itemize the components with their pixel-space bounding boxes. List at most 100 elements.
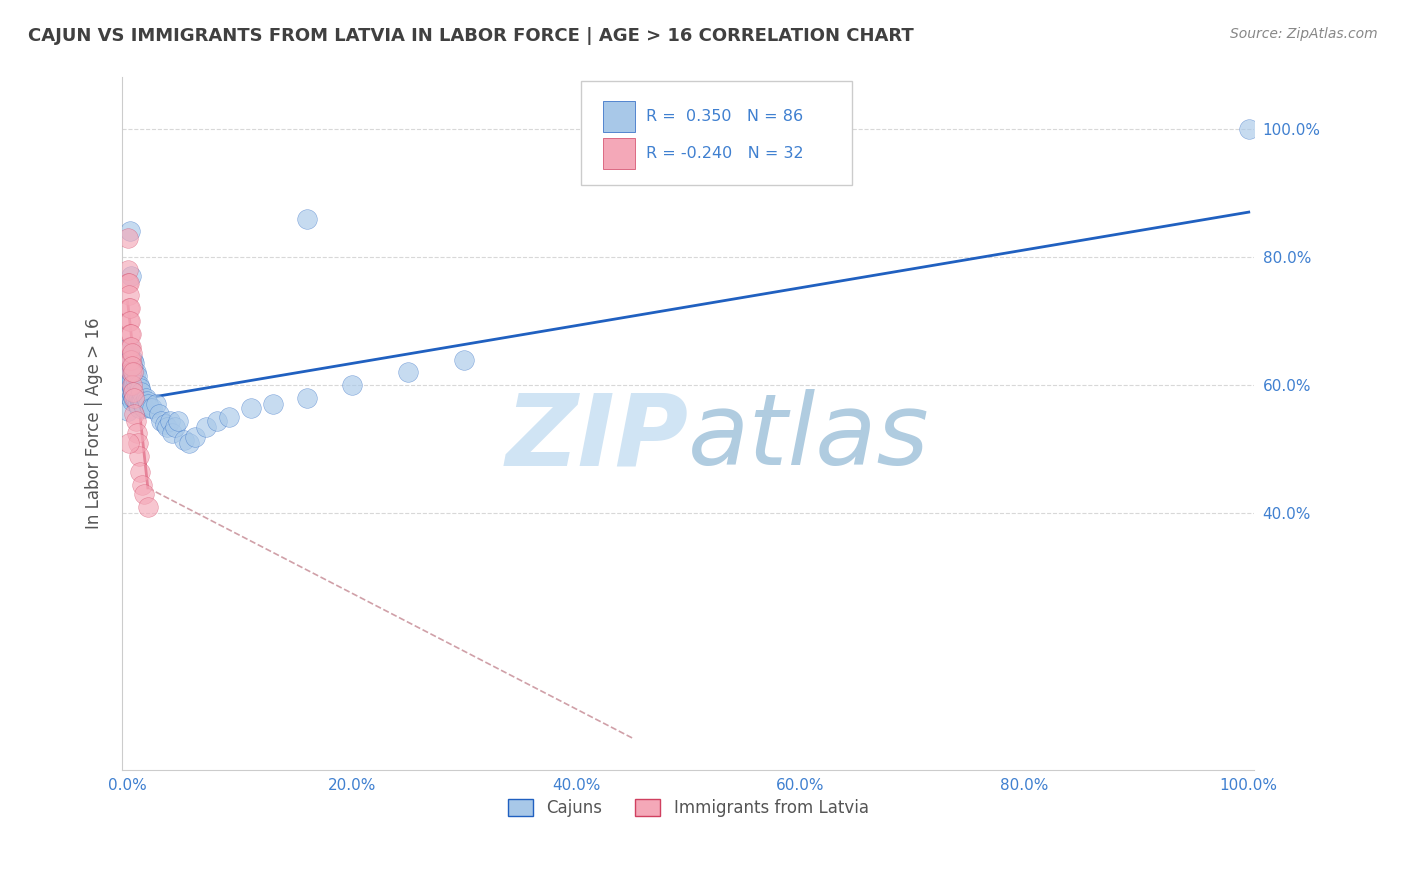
Point	[141, 401, 163, 415]
Point	[121, 366, 143, 380]
Point	[118, 372, 141, 386]
Point	[118, 366, 141, 380]
Point	[122, 384, 145, 399]
Point	[135, 391, 157, 405]
Text: R =  0.350   N = 86: R = 0.350 N = 86	[647, 110, 803, 124]
Point	[118, 301, 141, 316]
Point	[122, 352, 145, 367]
Point	[118, 352, 141, 367]
Point	[121, 381, 143, 395]
FancyBboxPatch shape	[581, 81, 852, 185]
Point	[118, 288, 141, 302]
Text: R = -0.240   N = 32: R = -0.240 N = 32	[647, 146, 804, 161]
Point	[150, 413, 173, 427]
Point	[129, 381, 152, 395]
Point	[118, 346, 141, 360]
Point	[129, 394, 152, 409]
Point	[453, 352, 475, 367]
Point	[118, 301, 141, 316]
Point	[120, 352, 142, 367]
Point	[136, 500, 159, 514]
Point	[124, 366, 146, 380]
Text: atlas: atlas	[688, 389, 929, 486]
Text: ZIP: ZIP	[505, 389, 688, 486]
Point	[124, 388, 146, 402]
Point	[136, 397, 159, 411]
Point	[124, 394, 146, 409]
Point	[135, 394, 157, 409]
Point	[159, 413, 181, 427]
Point	[125, 426, 148, 441]
Point	[145, 397, 167, 411]
Text: CAJUN VS IMMIGRANTS FROM LATVIA IN LABOR FORCE | AGE > 16 CORRELATION CHART: CAJUN VS IMMIGRANTS FROM LATVIA IN LABOR…	[28, 27, 914, 45]
Point	[122, 384, 145, 399]
Point	[118, 359, 141, 373]
Point	[148, 407, 170, 421]
Point	[124, 384, 146, 399]
Point	[295, 211, 318, 226]
Point	[262, 397, 284, 411]
Point	[129, 465, 152, 479]
Point	[153, 417, 176, 431]
Point	[118, 276, 141, 290]
Point	[124, 356, 146, 370]
Point	[340, 378, 363, 392]
Point	[120, 391, 142, 405]
Point	[117, 262, 139, 277]
Point	[121, 359, 143, 373]
Point	[118, 340, 141, 354]
Point	[1237, 121, 1260, 136]
Point	[118, 378, 141, 392]
Point	[122, 391, 145, 405]
Point	[121, 346, 143, 360]
Point	[124, 375, 146, 389]
Point	[118, 359, 141, 373]
Point	[139, 401, 162, 415]
Point	[131, 477, 153, 491]
Point	[132, 397, 155, 411]
Point	[124, 381, 146, 395]
Point	[118, 326, 141, 341]
Point	[117, 404, 139, 418]
Point	[156, 420, 179, 434]
Point	[118, 372, 141, 386]
Point	[128, 378, 150, 392]
Point	[128, 401, 150, 415]
Point	[122, 378, 145, 392]
Point	[195, 420, 218, 434]
Point	[120, 384, 142, 399]
Point	[295, 391, 318, 405]
Point	[167, 413, 190, 427]
Point	[121, 372, 143, 386]
Point	[118, 340, 141, 354]
Point	[184, 429, 207, 443]
Point	[128, 391, 150, 405]
Point	[218, 410, 240, 425]
Point	[118, 352, 141, 367]
Point	[122, 366, 145, 380]
Point	[118, 436, 141, 450]
Point	[240, 401, 263, 415]
Point	[207, 413, 229, 427]
Point	[125, 388, 148, 402]
Point	[124, 413, 146, 427]
Point	[120, 366, 142, 380]
Point	[163, 420, 186, 434]
Point	[121, 394, 143, 409]
Point	[122, 368, 145, 383]
Point	[128, 449, 150, 463]
Point	[127, 384, 149, 399]
Point	[124, 375, 146, 389]
Text: Source: ZipAtlas.com: Source: ZipAtlas.com	[1230, 27, 1378, 41]
Point	[120, 359, 142, 373]
Point	[134, 401, 156, 415]
Point	[120, 378, 142, 392]
Point	[127, 397, 149, 411]
Point	[125, 378, 148, 392]
Point	[120, 340, 142, 354]
Point	[121, 356, 143, 370]
Point	[118, 314, 141, 328]
Point	[129, 384, 152, 399]
Point	[121, 378, 143, 392]
Point	[173, 433, 195, 447]
